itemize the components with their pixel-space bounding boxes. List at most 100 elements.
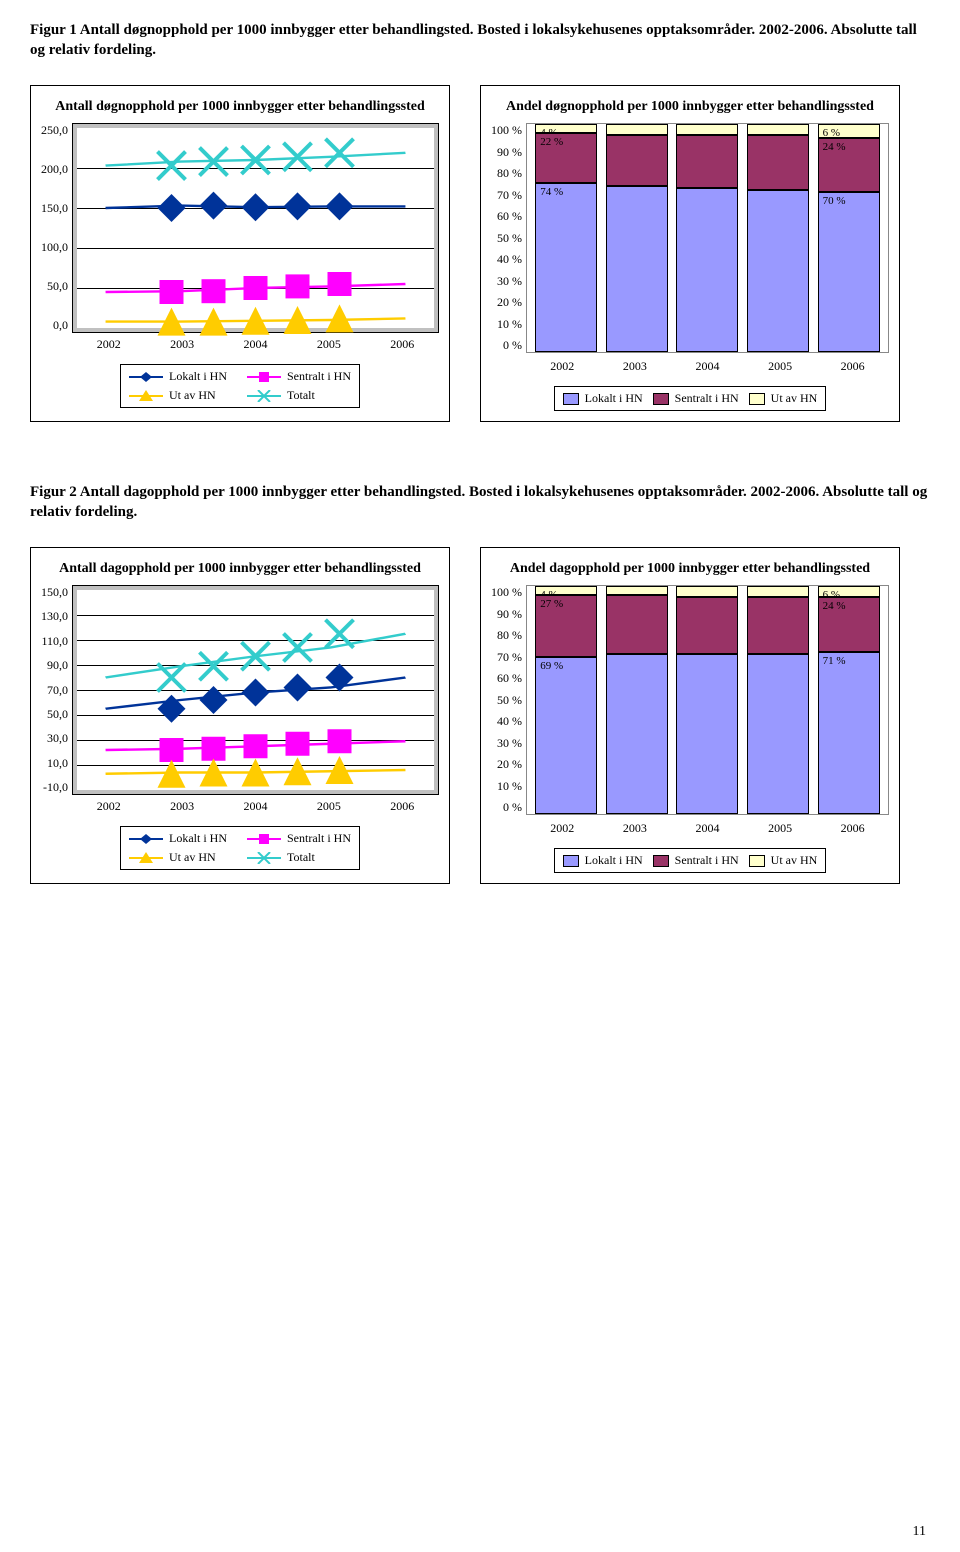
legend-item: Ut av HN	[749, 853, 818, 868]
bar-value-label: 70 %	[823, 195, 846, 207]
bar-column	[606, 124, 668, 352]
legend-item: Lokalt i HN	[129, 369, 233, 384]
bar-value-label: 74 %	[540, 186, 563, 198]
bar-segment-sentralt: 27 %	[535, 595, 597, 657]
legend-item: Sentralt i HN	[247, 831, 351, 846]
legend-item: Ut av HN	[129, 850, 233, 865]
fig2-line-legend: Lokalt i HN Sentralt i HN Ut av HN Totalt	[120, 826, 360, 870]
bar-segment-utav: 4 %	[535, 124, 597, 133]
fig2-line-plot-inner	[77, 590, 434, 790]
tick-label: 2006	[841, 359, 865, 374]
tick-label: 2004	[695, 821, 719, 836]
bar-segment-sentralt	[747, 597, 809, 654]
legend-label: Lokalt i HN	[585, 853, 643, 868]
fig2-caption: Figur 2 Antall dagopphold per 1000 innby…	[30, 482, 930, 523]
bar-value-label: 24 %	[823, 600, 846, 612]
tick-label: 70 %	[497, 650, 522, 665]
fig1-line-plot	[72, 123, 439, 333]
tick-label: 2003	[170, 799, 194, 814]
tick-label: 2004	[243, 337, 267, 352]
bar-segment-lokalt: 71 %	[818, 652, 880, 814]
bar-segment-sentralt	[606, 595, 668, 654]
legend-swatch	[653, 393, 669, 405]
fig1-stack-panel: Andel døgnopphold per 1000 innbygger ett…	[480, 85, 900, 423]
legend-label: Ut av HN	[771, 853, 818, 868]
legend-item: Ut av HN	[749, 391, 818, 406]
bar-value-label: 22 %	[540, 136, 563, 148]
bar-segment-lokalt	[747, 654, 809, 814]
tick-label: 0 %	[503, 338, 522, 353]
tick-label: 2002	[97, 799, 121, 814]
tick-label: 2005	[768, 359, 792, 374]
legend-swatch	[653, 855, 669, 867]
bar-segment-sentralt: 22 %	[535, 133, 597, 183]
bar-segment-lokalt	[747, 190, 809, 352]
bar-segment-lokalt: 69 %	[535, 657, 597, 814]
bar-segment-sentralt: 24 %	[818, 597, 880, 652]
bar-segment-lokalt	[676, 188, 738, 352]
legend-label: Lokalt i HN	[169, 831, 227, 846]
fig2-line-yticks: 150,0130,0110,090,070,050,030,010,0-10,0	[41, 585, 72, 795]
bar-segment-utav	[676, 124, 738, 135]
fig1-stack-title: Andel døgnopphold per 1000 innbygger ett…	[491, 98, 889, 116]
tick-label: 2006	[841, 821, 865, 836]
bar-segment-lokalt	[676, 654, 738, 814]
bar-segment-sentralt: 24 %	[818, 138, 880, 193]
tick-label: 10 %	[497, 317, 522, 332]
tick-label: 90 %	[497, 145, 522, 160]
bar-segment-utav	[606, 586, 668, 595]
legend-label: Totalt	[287, 388, 315, 403]
legend-label: Ut av HN	[169, 850, 216, 865]
tick-label: 50,0	[47, 707, 68, 722]
bar-value-label: 27 %	[540, 598, 563, 610]
tick-label: 70 %	[497, 188, 522, 203]
bar-column	[747, 586, 809, 814]
fig2-row: Antall dagopphold per 1000 innbygger ett…	[30, 547, 930, 885]
fig1-line-xticks: 20022003200420052006	[72, 337, 439, 352]
legend-item: Lokalt i HN	[129, 831, 233, 846]
tick-label: 200,0	[41, 162, 68, 177]
legend-item: Lokalt i HN	[563, 391, 643, 406]
bar-segment-sentralt	[676, 135, 738, 187]
fig2-stack-title: Andel dagopphold per 1000 innbygger ette…	[491, 560, 889, 578]
fig1-stack-xticks: 20022003200420052006	[526, 359, 889, 374]
legend-item: Sentralt i HN	[247, 369, 351, 384]
fig1-stack-legend: Lokalt i HNSentralt i HNUt av HN	[554, 386, 827, 411]
tick-label: 2002	[550, 821, 574, 836]
bar-segment-lokalt: 70 %	[818, 192, 880, 352]
legend-item: Totalt	[247, 850, 351, 865]
fig2-stack-xticks: 20022003200420052006	[526, 821, 889, 836]
legend-label: Ut av HN	[169, 388, 216, 403]
tick-label: 2002	[97, 337, 121, 352]
legend-swatch	[563, 393, 579, 405]
legend-item: Lokalt i HN	[563, 853, 643, 868]
legend-item: Totalt	[247, 388, 351, 403]
tick-label: 50,0	[47, 279, 68, 294]
tick-label: 2002	[550, 359, 574, 374]
tick-label: 2006	[390, 337, 414, 352]
bar-segment-lokalt: 74 %	[535, 183, 597, 352]
bar-column	[606, 586, 668, 814]
tick-label: 40 %	[497, 252, 522, 267]
tick-label: 90 %	[497, 607, 522, 622]
fig1-line-plot-inner	[77, 128, 434, 328]
bar-segment-utav: 6 %	[818, 586, 880, 597]
bar-value-label: 71 %	[823, 655, 846, 667]
tick-label: 50 %	[497, 693, 522, 708]
fig1-row: Antall døgnopphold per 1000 innbygger et…	[30, 85, 930, 423]
legend-label: Sentralt i HN	[675, 853, 739, 868]
tick-label: 40 %	[497, 714, 522, 729]
tick-label: 250,0	[41, 123, 68, 138]
fig2-line-xticks: 20022003200420052006	[72, 799, 439, 814]
tick-label: 10 %	[497, 779, 522, 794]
legend-item: Ut av HN	[129, 388, 233, 403]
bar-segment-sentralt	[606, 135, 668, 185]
bar-segment-utav	[606, 124, 668, 135]
fig2-stack-legend: Lokalt i HN Sentralt i HN Ut av HN	[554, 848, 827, 873]
tick-label: -10,0	[43, 780, 68, 795]
bar-column	[676, 124, 738, 352]
tick-label: 100 %	[491, 123, 522, 138]
tick-label: 70,0	[47, 683, 68, 698]
fig1-caption: Figur 1 Antall døgnopphold per 1000 innb…	[30, 20, 930, 61]
tick-label: 2004	[243, 799, 267, 814]
